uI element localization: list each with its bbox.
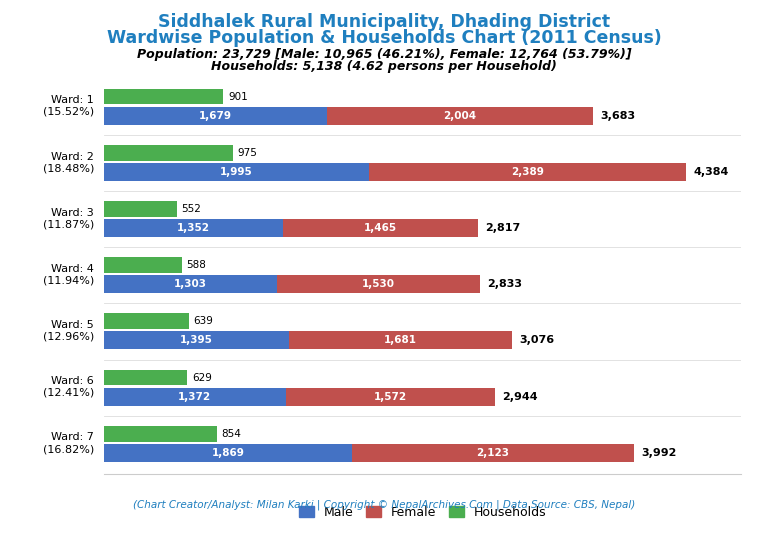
Text: 1,681: 1,681 xyxy=(384,336,417,345)
Bar xyxy=(104,370,187,385)
Text: 2,123: 2,123 xyxy=(476,448,509,458)
Text: 1,679: 1,679 xyxy=(199,111,232,121)
Text: Population: 23,729 [Male: 10,965 (46.21%), Female: 12,764 (53.79%)]: Population: 23,729 [Male: 10,965 (46.21%… xyxy=(137,48,631,61)
Bar xyxy=(276,276,480,293)
Bar xyxy=(104,201,177,217)
Text: (Chart Creator/Analyst: Milan Karki | Copyright © NepalArchives.Com | Data Sourc: (Chart Creator/Analyst: Milan Karki | Co… xyxy=(133,500,635,510)
Text: Wardwise Population & Households Chart (2011 Census): Wardwise Population & Households Chart (… xyxy=(107,29,661,48)
Text: 588: 588 xyxy=(187,260,207,270)
Text: 975: 975 xyxy=(238,148,258,158)
Text: 1,530: 1,530 xyxy=(362,279,395,289)
Text: 2,944: 2,944 xyxy=(502,392,538,401)
Bar xyxy=(104,219,283,237)
Text: 2,004: 2,004 xyxy=(443,111,476,121)
Text: 629: 629 xyxy=(192,373,212,383)
Text: 3,076: 3,076 xyxy=(519,336,554,345)
Text: 1,303: 1,303 xyxy=(174,279,207,289)
Bar xyxy=(104,388,286,406)
Text: 1,995: 1,995 xyxy=(220,167,253,177)
Text: 1,352: 1,352 xyxy=(177,223,210,233)
Bar xyxy=(104,444,352,462)
Bar xyxy=(104,89,223,105)
Bar xyxy=(369,163,686,181)
Bar xyxy=(104,257,182,273)
Text: 1,372: 1,372 xyxy=(178,392,211,401)
Bar xyxy=(286,388,495,406)
Text: 854: 854 xyxy=(222,429,242,438)
Bar xyxy=(283,219,478,237)
Legend: Male, Female, Households: Male, Female, Households xyxy=(293,501,551,524)
Bar xyxy=(104,276,276,293)
Bar xyxy=(104,426,217,442)
Text: 1,869: 1,869 xyxy=(211,448,244,458)
Text: Siddhalek Rural Municipality, Dhading District: Siddhalek Rural Municipality, Dhading Di… xyxy=(158,13,610,32)
Text: 2,817: 2,817 xyxy=(485,223,521,233)
Bar xyxy=(104,331,289,349)
Text: 4,384: 4,384 xyxy=(694,167,729,177)
Text: 1,465: 1,465 xyxy=(364,223,397,233)
Text: 3,992: 3,992 xyxy=(641,448,677,458)
Text: 552: 552 xyxy=(182,204,201,214)
Text: 639: 639 xyxy=(194,316,213,326)
Bar xyxy=(104,163,369,181)
Bar xyxy=(289,331,512,349)
Text: 2,833: 2,833 xyxy=(487,279,522,289)
Bar xyxy=(104,145,233,161)
Text: Households: 5,138 (4.62 persons per Household): Households: 5,138 (4.62 persons per Hous… xyxy=(211,60,557,73)
Bar xyxy=(326,107,593,125)
Bar xyxy=(104,107,326,125)
Text: 1,572: 1,572 xyxy=(374,392,407,401)
Bar xyxy=(104,314,188,329)
Text: 901: 901 xyxy=(228,92,248,102)
Bar xyxy=(352,444,634,462)
Text: 3,683: 3,683 xyxy=(600,111,635,121)
Text: 2,389: 2,389 xyxy=(511,167,544,177)
Text: 1,395: 1,395 xyxy=(180,336,213,345)
